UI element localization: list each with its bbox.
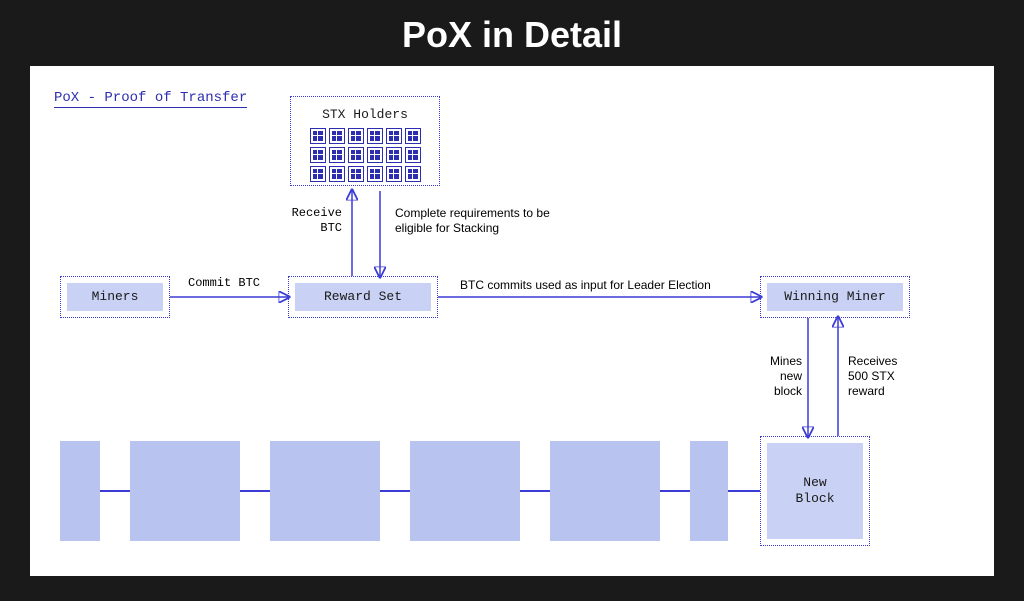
label-mines-new-block: Mines new block — [760, 354, 802, 399]
holder-cell — [405, 147, 421, 163]
holder-cell — [348, 147, 364, 163]
holder-cell — [367, 147, 383, 163]
label-receive-btc: Receive BTC — [288, 206, 342, 236]
chain-block — [60, 441, 100, 541]
chain-connector — [520, 490, 550, 492]
holder-cell — [310, 166, 326, 182]
holder-cell — [329, 128, 345, 144]
holder-cell — [405, 128, 421, 144]
holder-cell — [348, 166, 364, 182]
label-stacking-req: Complete requirements to be eligible for… — [395, 206, 550, 236]
chain-block — [690, 441, 728, 541]
holder-cell — [367, 128, 383, 144]
holder-cell — [367, 166, 383, 182]
chain-connector — [380, 490, 410, 492]
label-leader-election: BTC commits used as input for Leader Ele… — [460, 278, 711, 293]
chain-connector — [728, 490, 760, 492]
holder-cell — [386, 166, 402, 182]
slide-title: PoX in Detail — [0, 0, 1024, 66]
node-stx-holders: STX Holders — [290, 96, 440, 186]
holder-cell — [329, 147, 345, 163]
holder-cell — [310, 147, 326, 163]
chain-connector — [660, 490, 690, 492]
diagram-subtitle: PoX - Proof of Transfer — [54, 90, 247, 108]
diagram-canvas: PoX - Proof of Transfer STX Holders Mine… — [30, 66, 994, 576]
node-stx-holders-label: STX Holders — [322, 101, 408, 122]
node-new-block: New Block — [760, 436, 870, 546]
holder-cell — [310, 128, 326, 144]
node-miners: Miners — [60, 276, 170, 318]
holder-cell — [386, 147, 402, 163]
label-commit-btc: Commit BTC — [188, 276, 260, 291]
node-winning-miner: Winning Miner — [760, 276, 910, 318]
chain-block — [550, 441, 660, 541]
label-receives-reward: Receives 500 STX reward — [848, 354, 897, 399]
node-miners-label: Miners — [67, 283, 163, 311]
holder-cell — [348, 128, 364, 144]
holder-cell — [329, 166, 345, 182]
node-new-block-label: New Block — [767, 443, 863, 539]
holder-cell — [405, 166, 421, 182]
chain-connector — [100, 490, 130, 492]
holder-cell — [386, 128, 402, 144]
node-winning-miner-label: Winning Miner — [767, 283, 903, 311]
chain-connector — [240, 490, 270, 492]
node-reward-set: Reward Set — [288, 276, 438, 318]
chain-block — [270, 441, 380, 541]
chain-block — [410, 441, 520, 541]
stx-holders-grid — [310, 128, 421, 182]
chain-block — [130, 441, 240, 541]
node-reward-set-label: Reward Set — [295, 283, 431, 311]
